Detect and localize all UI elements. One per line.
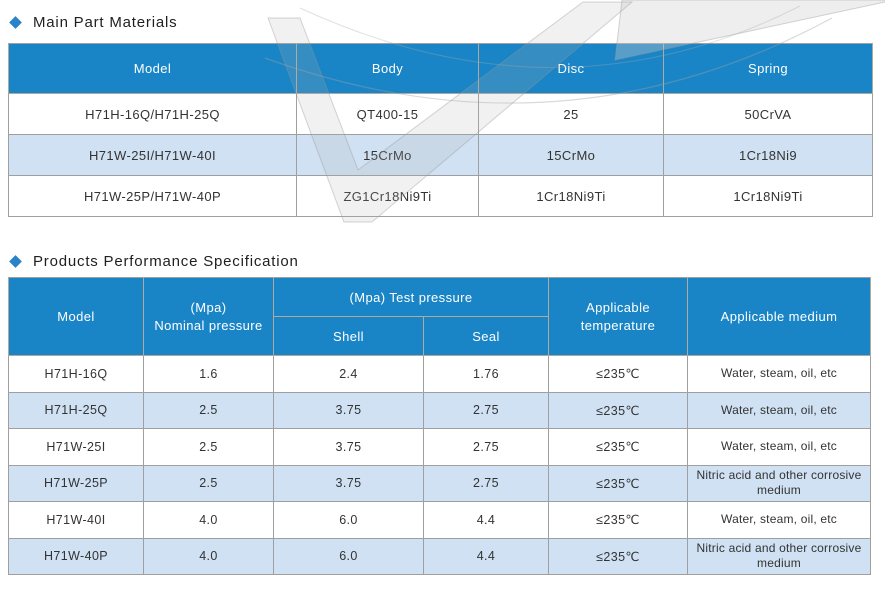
diamond-icon xyxy=(9,16,22,29)
section1-title-text: Main Part Materials xyxy=(33,14,178,31)
cell-nominal-pressure: 4.0 xyxy=(143,537,274,575)
cell-model: H71W-40I xyxy=(8,501,144,539)
cell-model: H71H-16Q xyxy=(8,355,144,393)
cell-shell: 3.75 xyxy=(273,464,424,502)
spec-header-nominal-line1: (Mpa) xyxy=(190,299,227,315)
cell-medium: Nitric acid and other corrosive medium xyxy=(687,464,871,502)
spec-header-row-1: Model (Mpa) Nominal pressure (Mpa) Test … xyxy=(8,277,871,356)
table-row: H71W-25P 2.5 3.75 2.75 ≤235℃ Nitric acid… xyxy=(8,464,871,502)
cell-nominal-pressure: 2.5 xyxy=(143,464,274,502)
cell-model: H71H-16Q/H71H-25Q xyxy=(8,93,297,135)
cell-medium: Nitric acid and other corrosive medium xyxy=(687,537,871,575)
cell-shell: 3.75 xyxy=(273,391,424,429)
cell-body: ZG1Cr18Ni9Ti xyxy=(296,175,479,217)
materials-header-body: Body xyxy=(296,43,479,94)
cell-model: H71H-25Q xyxy=(8,391,144,429)
table-row: H71W-40I 4.0 6.0 4.4 ≤235℃ Water, steam,… xyxy=(8,501,871,539)
diamond-icon xyxy=(9,255,22,268)
cell-spring: 50CrVA xyxy=(663,93,873,135)
cell-temperature: ≤235℃ xyxy=(548,464,688,502)
cell-body: QT400-15 xyxy=(296,93,479,135)
table-row: H71H-16Q 1.6 2.4 1.76 ≤235℃ Water, steam… xyxy=(8,355,871,393)
section2-title-text: Products Performance Specification xyxy=(33,253,299,270)
materials-header-row: Model Body Disc Spring xyxy=(8,43,873,94)
cell-disc: 25 xyxy=(478,93,664,135)
spec-header-shell: Shell xyxy=(273,316,424,356)
spec-header-temp-line1: Applicable xyxy=(586,299,650,315)
cell-shell: 2.4 xyxy=(273,355,424,393)
cell-seal: 4.4 xyxy=(423,537,549,575)
materials-header-disc: Disc xyxy=(478,43,664,94)
table-row: H71W-25P/H71W-40P ZG1Cr18Ni9Ti 1Cr18Ni9T… xyxy=(8,175,873,217)
cell-nominal-pressure: 4.0 xyxy=(143,501,274,539)
cell-temperature: ≤235℃ xyxy=(548,428,688,466)
table-row: H71W-25I/H71W-40I 15CrMo 15CrMo 1Cr18Ni9 xyxy=(8,134,873,176)
cell-seal: 2.75 xyxy=(423,464,549,502)
section1-title: Main Part Materials xyxy=(9,14,178,31)
main-part-materials-table: Model Body Disc Spring H71H-16Q/H71H-25Q… xyxy=(8,43,873,217)
spec-header-nominal-pressure: (Mpa) Nominal pressure xyxy=(143,277,274,356)
table-row: H71W-40P 4.0 6.0 4.4 ≤235℃ Nitric acid a… xyxy=(8,537,871,575)
cell-medium: Water, steam, oil, etc xyxy=(687,428,871,466)
cell-disc: 1Cr18Ni9Ti xyxy=(478,175,664,217)
materials-header-model: Model xyxy=(8,43,297,94)
cell-medium: Water, steam, oil, etc xyxy=(687,391,871,429)
cell-seal: 2.75 xyxy=(423,391,549,429)
materials-header-spring: Spring xyxy=(663,43,873,94)
cell-temperature: ≤235℃ xyxy=(548,355,688,393)
cell-model: H71W-25P xyxy=(8,464,144,502)
spec-header-test-pressure: (Mpa) Test pressure xyxy=(273,277,549,317)
cell-nominal-pressure: 2.5 xyxy=(143,391,274,429)
spec-header-applicable-medium: Applicable medium xyxy=(687,277,871,356)
spec-header-row-2: Shell Seal xyxy=(9,316,871,356)
cell-shell: 6.0 xyxy=(273,537,424,575)
table-row: H71H-25Q 2.5 3.75 2.75 ≤235℃ Water, stea… xyxy=(8,391,871,429)
cell-shell: 3.75 xyxy=(273,428,424,466)
cell-seal: 2.75 xyxy=(423,428,549,466)
spec-header-applicable-temperature: Applicable temperature xyxy=(548,277,688,356)
section2-title: Products Performance Specification xyxy=(9,253,299,270)
cell-shell: 6.0 xyxy=(273,501,424,539)
spec-header-seal: Seal xyxy=(423,316,549,356)
table-row: H71H-16Q/H71H-25Q QT400-15 25 50CrVA xyxy=(8,93,873,135)
cell-disc: 15CrMo xyxy=(478,134,664,176)
cell-model: H71W-25I xyxy=(8,428,144,466)
cell-seal: 4.4 xyxy=(423,501,549,539)
cell-temperature: ≤235℃ xyxy=(548,501,688,539)
cell-nominal-pressure: 1.6 xyxy=(143,355,274,393)
cell-temperature: ≤235℃ xyxy=(548,537,688,575)
cell-model: H71W-25I/H71W-40I xyxy=(8,134,297,176)
cell-temperature: ≤235℃ xyxy=(548,391,688,429)
cell-model: H71W-40P xyxy=(8,537,144,575)
spec-header-model: Model xyxy=(8,277,144,356)
cell-medium: Water, steam, oil, etc xyxy=(687,501,871,539)
performance-specification-table: Model (Mpa) Nominal pressure (Mpa) Test … xyxy=(8,277,871,575)
cell-medium: Water, steam, oil, etc xyxy=(687,355,871,393)
cell-spring: 1Cr18Ni9 xyxy=(663,134,873,176)
cell-nominal-pressure: 2.5 xyxy=(143,428,274,466)
cell-body: 15CrMo xyxy=(296,134,479,176)
spec-header-nominal-line2: Nominal pressure xyxy=(154,317,263,333)
cell-model: H71W-25P/H71W-40P xyxy=(8,175,297,217)
cell-seal: 1.76 xyxy=(423,355,549,393)
spec-header-temp-line2: temperature xyxy=(580,317,656,333)
table-row: H71W-25I 2.5 3.75 2.75 ≤235℃ Water, stea… xyxy=(8,428,871,466)
cell-spring: 1Cr18Ni9Ti xyxy=(663,175,873,217)
